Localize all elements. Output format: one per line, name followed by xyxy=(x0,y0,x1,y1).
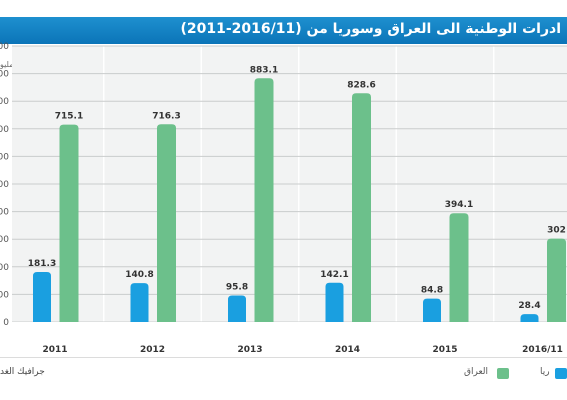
y-tick-label: 1000 xyxy=(0,42,9,52)
bar-syria xyxy=(520,314,539,322)
data-label-syria: 181.3 xyxy=(28,259,56,269)
bar-iraq xyxy=(59,124,79,322)
y-tick-label: 300 xyxy=(0,235,9,245)
footer-divider xyxy=(0,357,567,358)
y-tick-label: 500 xyxy=(0,180,9,190)
y-tick-label: 900 xyxy=(0,70,9,80)
credit-text: جرافيك الغد xyxy=(0,367,45,377)
bar-syria xyxy=(325,282,344,322)
y-axis-unit: مليو xyxy=(0,60,14,69)
x-tick-label: 2014 xyxy=(335,345,360,355)
data-label-iraq: 394.1 xyxy=(445,200,473,210)
data-label-iraq: 883.1 xyxy=(250,65,278,75)
y-tick-label: 600 xyxy=(0,152,9,162)
x-tick-label: 2015 xyxy=(432,345,457,355)
data-label-syria: 142.1 xyxy=(320,270,348,280)
data-label-syria: 84.8 xyxy=(421,286,443,296)
y-tick-label: 800 xyxy=(0,97,9,107)
data-label-syria: 95.8 xyxy=(226,283,248,293)
data-label-syria: 140.8 xyxy=(125,270,153,280)
chart-title-bar: ادرات الوطنية الى العراق وسوريا من (2016… xyxy=(0,17,567,44)
bar-syria xyxy=(228,295,246,322)
legend-label-syria: ريا xyxy=(540,367,550,377)
bar-syria xyxy=(130,283,149,322)
x-tick-label: 2012 xyxy=(140,345,165,355)
bar-chart: 0 100 200 300 400 500 600 700 800 900 1000 181.3 140… xyxy=(0,42,567,355)
x-tick-label: 2013 xyxy=(237,345,262,355)
legend-swatch-syria xyxy=(555,368,567,379)
data-label-iraq: 716.3 xyxy=(152,111,180,121)
x-axis-band xyxy=(12,322,567,336)
y-tick-label: 700 xyxy=(0,125,9,135)
bar-iraq xyxy=(254,78,274,322)
x-tick-label: 2011 xyxy=(42,345,67,355)
data-label-iraq: 828.6 xyxy=(347,80,375,90)
legend-label-iraq: العراق xyxy=(464,367,489,377)
legend-swatch-iraq xyxy=(497,368,509,379)
legend: جرافيك الغد العراق ريا xyxy=(0,360,567,400)
bar-iraq xyxy=(352,93,371,322)
bar-syria xyxy=(423,298,441,322)
data-label-iraq: 302 xyxy=(547,226,566,236)
bar-iraq xyxy=(547,238,566,322)
y-tick-label: 0 xyxy=(3,318,9,328)
data-label-syria: 28.4 xyxy=(518,301,540,311)
chart-title: ادرات الوطنية الى العراق وسوريا من (2016… xyxy=(180,21,561,37)
bar-iraq xyxy=(157,124,176,322)
y-tick-label: 400 xyxy=(0,208,9,218)
y-tick-label: 100 xyxy=(0,290,9,300)
bar-syria xyxy=(33,271,51,322)
x-tick-label: 2016/11 xyxy=(522,345,563,355)
bar-iraq xyxy=(449,213,469,322)
data-label-iraq: 715.1 xyxy=(55,112,83,122)
y-tick-label: 200 xyxy=(0,263,9,273)
